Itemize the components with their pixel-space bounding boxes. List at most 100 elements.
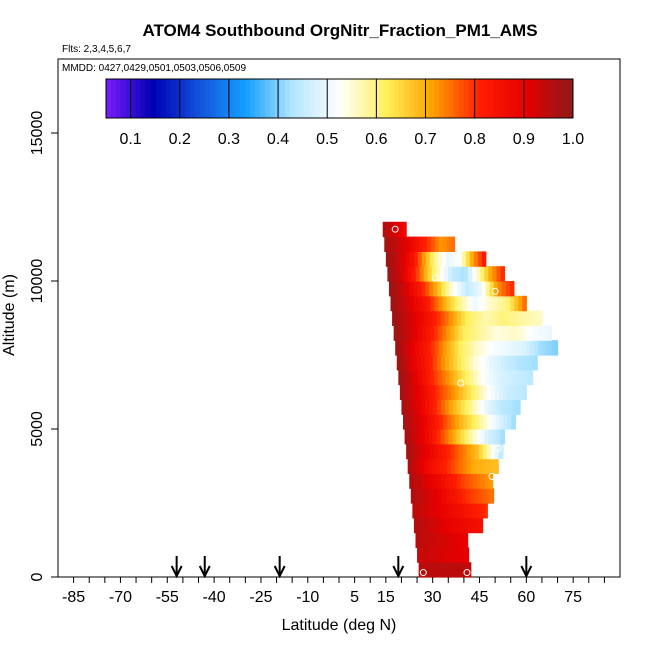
- heatmap-cell: [477, 488, 483, 504]
- heatmap-cell: [490, 443, 496, 460]
- heatmap-cell: [435, 414, 440, 430]
- heatmap-row: [406, 443, 504, 460]
- heatmap-cell: [386, 221, 392, 238]
- heatmap-cell: [442, 325, 447, 341]
- heatmap-cell: [409, 325, 415, 341]
- heatmap-row: [398, 369, 534, 386]
- heatmap-cell: [413, 325, 419, 341]
- heatmap-cell: [478, 443, 484, 460]
- heatmap-cell: [423, 236, 428, 252]
- heatmap-cell: [443, 503, 449, 519]
- chart-title: ATOM4 Southbound OrgNitr_Fraction_PM1_AM…: [142, 21, 537, 40]
- heatmap-cell: [429, 399, 434, 415]
- heatmap-cell: [474, 384, 480, 400]
- heatmap-cell: [411, 384, 417, 400]
- heatmap-cell: [492, 399, 497, 415]
- heatmap-cell: [390, 221, 396, 238]
- heatmap-cell: [465, 281, 471, 297]
- heatmap-cell: [414, 443, 419, 460]
- x-tick-label: -55: [156, 589, 179, 606]
- heatmap-cell: [447, 458, 452, 474]
- heatmap-cell: [442, 443, 448, 460]
- heatmap-cell: [411, 340, 416, 356]
- heatmap-cell: [413, 399, 418, 415]
- heatmap-cell: [414, 488, 420, 504]
- heatmap-cell: [441, 473, 446, 489]
- heatmap-cell: [470, 458, 476, 474]
- heatmap-cell: [443, 384, 448, 400]
- flights-note: Flts: 2,3,4,5,6,7: [62, 44, 131, 55]
- heatmap-cell: [396, 355, 402, 371]
- heatmap-cell: [401, 399, 406, 415]
- heatmap-cell: [436, 310, 442, 326]
- colorbar-swatch: [364, 79, 370, 118]
- colorbar-swatch: [438, 79, 445, 118]
- heatmap-cell: [468, 473, 474, 489]
- heatmap-cell: [533, 340, 539, 356]
- heatmap-cell: [423, 266, 429, 282]
- heatmap-cell: [412, 503, 417, 519]
- sample-point: [419, 569, 427, 577]
- colorbar-swatch: [329, 79, 336, 118]
- colorbar-swatch: [140, 79, 147, 118]
- heatmap-cell: [424, 310, 430, 326]
- colorbar-swatch: [354, 79, 360, 118]
- colorbar-swatch: [423, 79, 430, 118]
- heatmap-cell: [463, 414, 468, 430]
- colorbar-swatch: [428, 79, 435, 118]
- heatmap-cell: [485, 355, 490, 371]
- heatmap-cell: [493, 310, 498, 326]
- heatmap-cell: [482, 443, 488, 460]
- heatmap-cell: [522, 384, 527, 400]
- heatmap-cell: [453, 369, 459, 386]
- heatmap-cell: [418, 340, 424, 356]
- heatmap-cell: [424, 547, 430, 563]
- heatmap-cell: [427, 384, 433, 400]
- colorbar-swatch: [155, 79, 162, 118]
- heatmap-cell: [499, 414, 504, 430]
- heatmap-cell: [423, 384, 429, 400]
- heatmap-cell: [406, 369, 411, 386]
- heatmap-cell: [447, 532, 453, 548]
- heatmap-row: [412, 503, 488, 519]
- heatmap-cell: [437, 473, 442, 489]
- heatmap-cell: [505, 355, 510, 371]
- heatmap-cell: [437, 369, 443, 386]
- colorbar-swatch: [563, 79, 569, 118]
- heatmap-cell: [486, 443, 492, 460]
- heatmap-cell: [537, 310, 543, 326]
- heatmap-cell: [477, 369, 482, 386]
- x-tick-label: 60: [517, 589, 535, 606]
- heatmap-cell: [482, 458, 488, 474]
- heatmap-cell: [408, 429, 414, 445]
- heatmap-cell: [419, 458, 425, 474]
- heatmap-cell: [470, 443, 476, 460]
- heatmap-cell: [411, 414, 416, 430]
- sample-point: [457, 379, 465, 387]
- heatmap-cell: [444, 310, 450, 326]
- colorbar-swatch: [483, 79, 490, 118]
- heatmap-cell: [415, 384, 421, 400]
- heatmap-cell: [392, 236, 397, 252]
- heatmap-cell: [393, 325, 399, 341]
- heatmap-cell: [500, 429, 506, 445]
- heatmap-cell: [440, 355, 446, 371]
- heatmap-cell: [501, 355, 506, 371]
- colorbar-swatch: [473, 79, 480, 118]
- colorbar-swatch: [240, 79, 246, 118]
- heatmap-cell: [415, 532, 421, 548]
- heatmap-cell: [533, 355, 538, 371]
- colorbar-swatch: [160, 79, 167, 118]
- heatmap-cell: [446, 517, 451, 534]
- heatmap-cell: [456, 473, 462, 489]
- heatmap-cell: [469, 251, 475, 267]
- sample-point: [491, 287, 499, 295]
- heatmap-cell: [543, 325, 548, 341]
- heatmap-cell: [484, 266, 489, 282]
- colorbar-swatch: [269, 79, 276, 118]
- colorbar-swatch: [508, 79, 514, 118]
- heatmap-cell: [466, 517, 472, 534]
- colorbar-swatch: [443, 79, 450, 118]
- heatmap-cell: [452, 310, 458, 326]
